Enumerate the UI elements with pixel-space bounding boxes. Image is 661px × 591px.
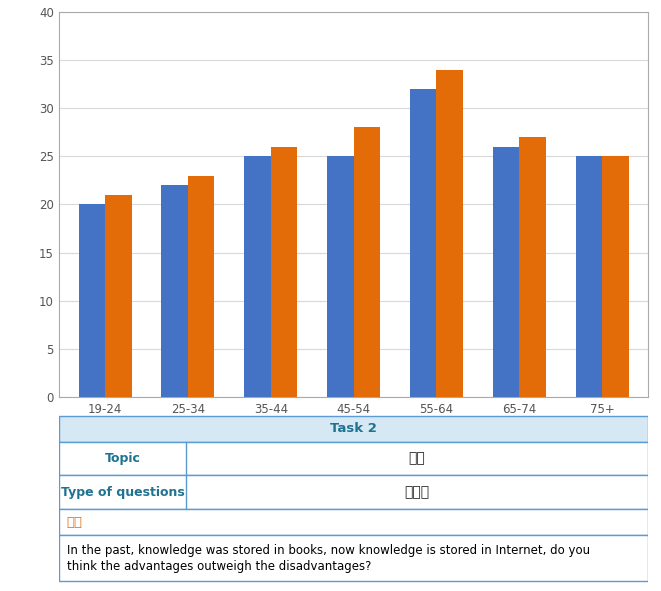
- Bar: [79, 204, 105, 397]
- Bar: [436, 70, 463, 397]
- Bar: [59, 535, 648, 582]
- Text: In the past, knowledge was stored in books, now knowledge is stored in Internet,: In the past, knowledge was stored in boo…: [67, 544, 590, 557]
- Bar: [410, 89, 436, 397]
- Bar: [576, 156, 602, 397]
- Text: Task 2: Task 2: [330, 422, 377, 435]
- Text: 题目: 题目: [67, 516, 83, 529]
- Bar: [602, 156, 629, 397]
- Bar: [188, 176, 214, 397]
- Bar: [245, 156, 271, 397]
- Text: 利弊类: 利弊类: [405, 485, 430, 499]
- Bar: [161, 185, 188, 397]
- Legend: male, female: male, female: [291, 428, 416, 450]
- Bar: [271, 147, 297, 397]
- Bar: [59, 509, 648, 535]
- Bar: [354, 128, 380, 397]
- Text: Type of questions: Type of questions: [61, 486, 184, 499]
- Bar: [59, 416, 648, 441]
- Bar: [59, 441, 648, 476]
- Bar: [493, 147, 520, 397]
- Bar: [105, 195, 132, 397]
- Text: think the advantages outweigh the disadvantages?: think the advantages outweigh the disadv…: [67, 560, 371, 573]
- Text: 科技: 科技: [408, 452, 425, 466]
- Bar: [520, 137, 546, 397]
- Bar: [59, 476, 648, 509]
- Text: Topic: Topic: [105, 452, 141, 465]
- Bar: [327, 156, 354, 397]
